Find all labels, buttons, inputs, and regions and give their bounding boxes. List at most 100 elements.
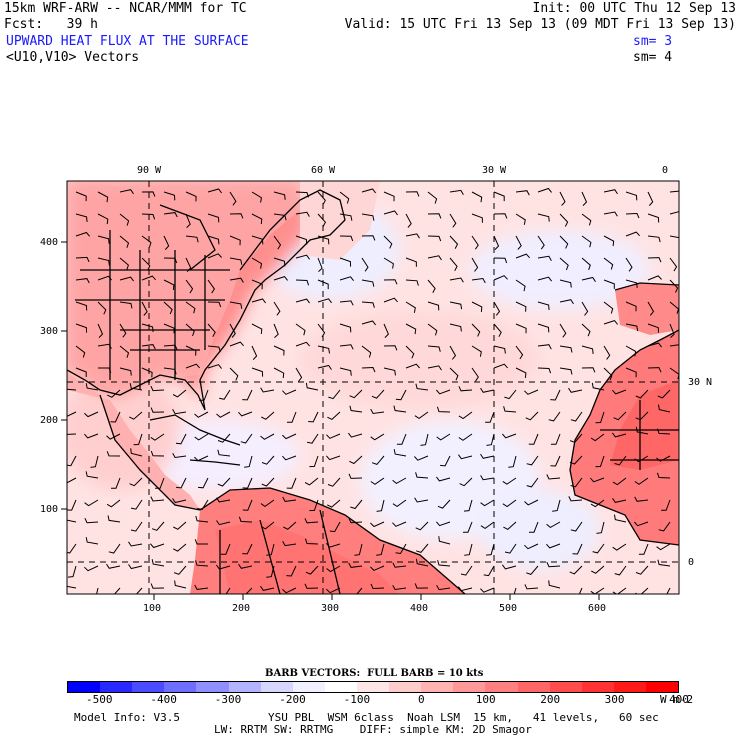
- wind-barb: [273, 301, 281, 316]
- color-bin: [517, 682, 550, 692]
- wind-barb: [273, 345, 285, 356]
- wind-barb: [458, 386, 473, 392]
- wind-barb: [150, 433, 165, 441]
- heat-flux-field: [67, 181, 679, 594]
- wind-barb: [172, 498, 187, 504]
- wind-barb: [625, 345, 637, 357]
- wind-barb: [229, 301, 243, 309]
- wind-barb: [75, 345, 86, 358]
- wind-barb: [480, 587, 495, 593]
- axis-ticks: [61, 241, 600, 600]
- wind-barb: [163, 279, 175, 290]
- wind-barb: [97, 213, 109, 225]
- wind-barb: [370, 583, 385, 590]
- wind-barb: [251, 213, 263, 225]
- wind-barb: [537, 213, 550, 222]
- color-scale-label: 300: [604, 693, 625, 706]
- wind-barb: [97, 191, 109, 203]
- wind-barb: [493, 257, 508, 264]
- wind-barb: [603, 345, 611, 360]
- wind-barb: [647, 367, 662, 373]
- wind-barb: [185, 213, 191, 228]
- wind-barb: [493, 345, 506, 354]
- wind-barb: [244, 455, 253, 468]
- wind-barb: [393, 449, 407, 457]
- wind-barb: [119, 276, 134, 282]
- wind-barb: [669, 235, 679, 239]
- wind-barb: [370, 565, 385, 571]
- wind-barb: [229, 191, 237, 206]
- wind-barb: [75, 191, 87, 202]
- wind-barb: [669, 257, 678, 272]
- wind-barb: [173, 565, 187, 575]
- wind-barb: [508, 455, 517, 468]
- color-bin: [485, 682, 518, 692]
- wind-barb: [537, 344, 552, 350]
- wind-barb: [460, 565, 473, 576]
- wind-barb: [471, 345, 482, 357]
- wind-barb: [97, 323, 104, 338]
- wind-barb: [647, 257, 662, 263]
- wind-barb: [361, 257, 369, 272]
- wind-barb: [537, 235, 545, 250]
- wind-barb: [133, 433, 143, 446]
- wind-barb: [339, 300, 354, 306]
- wind-barb: [504, 389, 517, 400]
- wind-barb: [163, 323, 175, 334]
- wind-barb: [307, 433, 319, 444]
- wind-barb: [550, 389, 561, 401]
- wind-barb: [405, 257, 417, 267]
- wind-barb: [327, 477, 341, 487]
- wind-barb: [393, 405, 407, 413]
- wind-barb: [207, 279, 216, 294]
- color-scale-bar: [67, 681, 679, 693]
- wind-barb: [295, 341, 310, 347]
- wind-barb: [590, 477, 605, 483]
- wind-barb: [436, 521, 451, 527]
- wind-barb: [282, 389, 297, 395]
- wind-barb: [75, 256, 90, 263]
- wind-barb: [414, 583, 429, 589]
- wind-barb: [529, 521, 539, 533]
- wind-barb: [141, 275, 156, 281]
- wind-barb: [405, 301, 416, 313]
- wind-barb: [383, 297, 398, 303]
- field-title: UPWARD HEAT FLUX AT THE SURFACE: [6, 34, 249, 49]
- color-scale-label: 200: [540, 693, 561, 706]
- wind-barb: [515, 253, 530, 259]
- wind-barb: [90, 455, 99, 468]
- wind-barb: [119, 257, 129, 270]
- wind-barb: [471, 257, 479, 272]
- wind-barb: [185, 345, 197, 356]
- wind-barb: [108, 587, 121, 594]
- wind-barb: [515, 190, 530, 196]
- wind-barb: [141, 301, 148, 316]
- lat-label-0: 0: [688, 557, 695, 568]
- wind-barb: [67, 388, 77, 391]
- wind-barb: [97, 343, 112, 349]
- wind-barb: [449, 367, 459, 381]
- wind-barb: [67, 543, 77, 554]
- wind-barb: [295, 211, 310, 217]
- wind-barb: [457, 586, 473, 592]
- wind-barb: [395, 389, 407, 401]
- wind-barb: [339, 344, 354, 350]
- wind-barb: [524, 499, 539, 506]
- wind-barb: [427, 213, 442, 219]
- wind-barb: [427, 365, 442, 371]
- wind-barb: [647, 213, 660, 223]
- wind-barb: [416, 543, 429, 553]
- wind-barb: [309, 499, 319, 512]
- wind-barb: [251, 279, 263, 290]
- wind-barb: [251, 345, 258, 360]
- wind-barb: [308, 411, 319, 423]
- wind-barb: [339, 276, 354, 282]
- wind-barb: [449, 213, 457, 228]
- wind-barb: [437, 499, 451, 509]
- wind-barb: [559, 213, 569, 227]
- wind-barb: [449, 301, 463, 310]
- wind-barb: [414, 497, 429, 503]
- wind-barb: [172, 543, 187, 552]
- wind-barb: [349, 455, 363, 465]
- wind-barb: [436, 585, 451, 591]
